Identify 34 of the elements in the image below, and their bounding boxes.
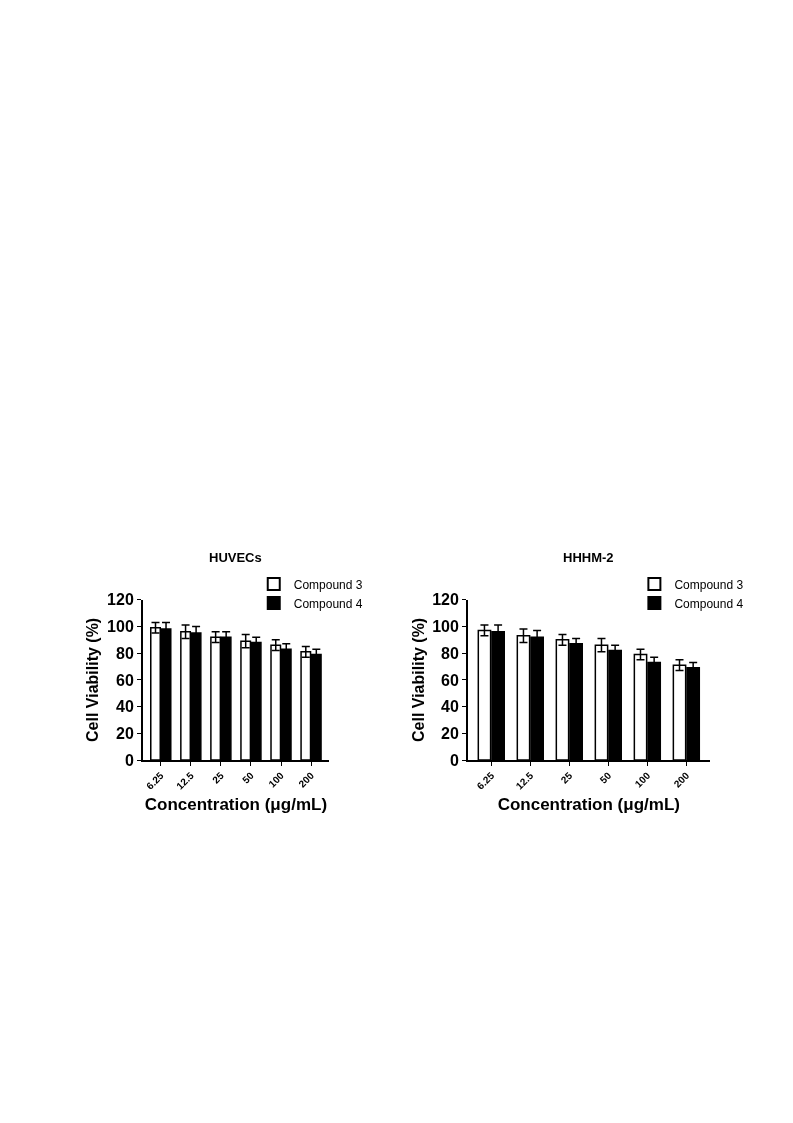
x-tick-label: 6.25 <box>474 769 497 792</box>
y-tick-label: 60 <box>441 671 460 689</box>
y-tick-label: 40 <box>441 698 460 716</box>
x-tick-label: 6.25 <box>144 769 167 792</box>
x-tick-label: 25 <box>558 769 575 786</box>
x-axis-title: Concentration (μg/mL) <box>497 795 680 815</box>
y-tick-label: 120 <box>107 591 134 609</box>
x-tick-label: 200 <box>296 769 317 790</box>
y-tick-label: 0 <box>124 751 134 769</box>
y-tick-label: 40 <box>115 698 134 716</box>
chart-title: HUVECs <box>209 550 262 565</box>
x-tick-label: 50 <box>597 769 614 786</box>
x-tick-label: 25 <box>210 769 227 786</box>
y-tick-label: 0 <box>450 751 460 769</box>
legend-label: Compound 4 <box>674 596 744 611</box>
legend-label: Compound 3 <box>293 577 363 592</box>
legend-label: Compound 4 <box>293 596 363 611</box>
y-tick-label: 20 <box>115 724 134 742</box>
y-tick-label: 100 <box>432 618 460 636</box>
y-tick-label: 60 <box>115 671 134 689</box>
y-tick-label: 100 <box>107 618 134 636</box>
chart-title: HHHM-2 <box>563 550 614 565</box>
legend-label: Compound 3 <box>674 577 744 592</box>
x-tick-label: 50 <box>240 769 257 786</box>
y-tick-label: 20 <box>441 724 460 742</box>
x-axis-title: Concentration (μg/mL) <box>144 795 328 815</box>
x-tick-label: 200 <box>671 769 692 790</box>
y-tick-label: 80 <box>115 644 134 662</box>
y-axis-title: Cell Viability (%) <box>84 617 102 742</box>
x-tick-label: 100 <box>266 769 287 790</box>
y-tick-label: 80 <box>441 644 460 662</box>
y-axis-title: Cell Viability (%) <box>409 617 427 742</box>
y-tick-label: 120 <box>432 591 460 609</box>
x-tick-label: 100 <box>632 769 653 790</box>
